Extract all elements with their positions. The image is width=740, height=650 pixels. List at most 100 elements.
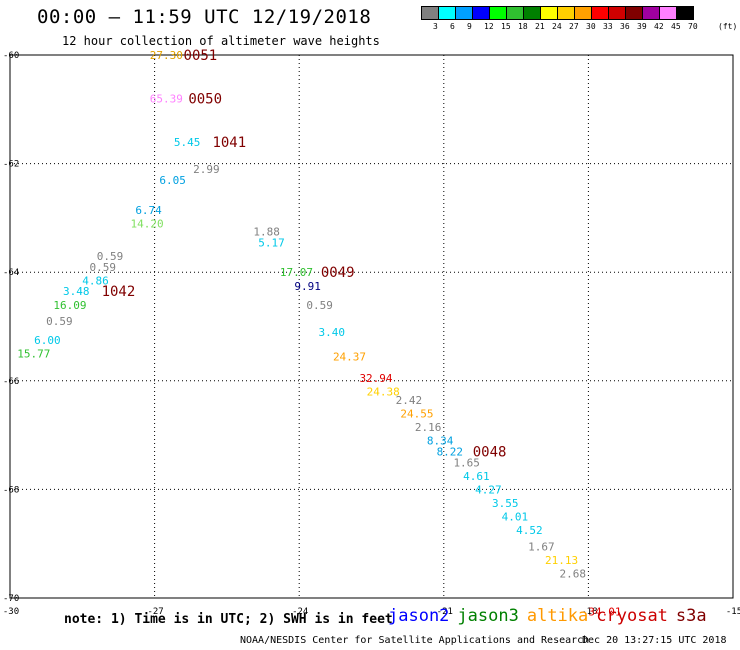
scale-swatch: [523, 6, 541, 20]
chart-title: 00:00 – 11:59 UTC 12/19/2018: [37, 6, 372, 28]
x-tick-label: -24: [292, 607, 308, 617]
pass-time-annotation: 0051: [184, 48, 218, 64]
scale-swatch: [574, 6, 592, 20]
data-label: 3.48: [63, 285, 90, 298]
x-tick-label: -27: [147, 607, 163, 617]
scale-label: 42: [654, 22, 664, 31]
data-label: 6.05: [159, 174, 186, 187]
data-label: 24.55: [400, 407, 433, 420]
y-tick-label: -66: [3, 377, 19, 387]
pass-time-annotation: 0049: [321, 265, 355, 281]
x-tick-label: -30: [3, 607, 19, 617]
scale-swatch: [625, 6, 643, 20]
scale-label: 24: [552, 22, 562, 31]
data-label: 34.01: [588, 606, 621, 619]
data-label: 4.27: [475, 483, 502, 496]
y-tick-label: -62: [3, 160, 19, 170]
data-label: 65.39: [150, 92, 183, 105]
data-label: 2.99: [193, 163, 220, 176]
y-tick-label: -60: [3, 51, 19, 61]
x-tick-label: -18: [581, 607, 597, 617]
data-label: 1.67: [528, 540, 555, 553]
pass-time-annotation: 1041: [212, 135, 246, 151]
scale-swatch: [676, 6, 694, 20]
data-label: 6.74: [135, 204, 162, 217]
legend-cryosat: cryosat: [596, 606, 668, 626]
chart-subtitle: 12 hour collection of altimeter wave hei…: [62, 34, 380, 48]
data-label: 3.40: [318, 326, 345, 339]
data-label: 6.00: [34, 334, 61, 347]
data-label: 32.94: [359, 372, 392, 385]
legend-s3a: s3a: [675, 606, 707, 626]
footer-credit: NOAA/NESDIS Center for Satellite Applica…: [240, 635, 590, 646]
scale-label: 21: [535, 22, 545, 31]
data-label: 9.91: [294, 280, 321, 293]
data-label: 1.65: [453, 456, 480, 469]
data-label: 8.22: [437, 445, 464, 458]
data-label: 5.17: [258, 236, 285, 249]
data-label: 3.55: [492, 497, 519, 510]
scale-swatch: [608, 6, 626, 20]
y-tick-label: -64: [3, 268, 19, 278]
data-label: 24.37: [333, 350, 366, 363]
data-label: 27.30: [150, 49, 183, 62]
scale-swatch: [506, 6, 524, 20]
pass-time-annotation: 0048: [473, 444, 507, 460]
data-label: 21.13: [545, 554, 578, 567]
legend-jason3: jason3: [457, 606, 519, 626]
data-label: 4.86: [82, 274, 109, 287]
pass-time-annotation: 0050: [188, 91, 222, 107]
scale-label: 15: [501, 22, 511, 31]
scale-label: 18: [518, 22, 528, 31]
footer-note: note: 1) Time is in UTC; 2) SWH is in fe…: [64, 612, 393, 627]
data-label: 0.59: [97, 250, 124, 263]
data-label: 5.45: [174, 136, 201, 149]
scale-label: 45: [671, 22, 681, 31]
data-label: 0.59: [46, 315, 73, 328]
footer-timestamp: Dec 20 13:27:15 UTC 2018: [582, 635, 727, 646]
legend-jason2: jason2: [388, 606, 450, 626]
scale-swatch: [557, 6, 575, 20]
data-label: 15.77: [17, 348, 50, 361]
data-label: 4.01: [502, 511, 529, 524]
y-tick-label: -68: [3, 485, 19, 495]
data-label: 0.59: [90, 261, 117, 274]
scale-swatch: [659, 6, 677, 20]
data-label: 17.07: [280, 266, 313, 279]
scale-label: 33: [603, 22, 613, 31]
scale-swatch: [489, 6, 507, 20]
scale-swatch: [421, 6, 439, 20]
y-tick-label: -70: [3, 594, 19, 604]
legend-altika: altika: [526, 606, 589, 626]
data-label: 4.52: [516, 524, 543, 537]
scale-swatch: [591, 6, 609, 20]
data-label: 4.61: [463, 470, 490, 483]
data-label: 2.68: [559, 568, 586, 581]
data-label: 14.20: [131, 217, 164, 230]
scale-swatch: [438, 6, 456, 20]
scale-swatch: [455, 6, 473, 20]
scale-swatch: [540, 6, 558, 20]
data-label: 2.42: [396, 394, 423, 407]
scale-label: 36: [620, 22, 630, 31]
scale-label: 6: [450, 22, 455, 31]
x-tick-label: -15: [726, 607, 740, 617]
scale-label: 30: [586, 22, 596, 31]
scale-swatch: [472, 6, 490, 20]
scale-label: 39: [637, 22, 647, 31]
scale-unit: (ft): [718, 22, 738, 31]
color-scale-legend: [421, 5, 694, 24]
plot-frame: [9, 54, 734, 599]
scale-label: 3: [433, 22, 438, 31]
data-label: 24.38: [367, 386, 400, 399]
data-label: 1.88: [253, 225, 280, 238]
scale-label: 9: [467, 22, 472, 31]
data-label: 2.16: [415, 421, 442, 434]
scale-swatch: [642, 6, 660, 20]
data-label: 16.09: [53, 299, 86, 312]
data-label: 8.34: [427, 435, 454, 448]
satellite-legend: jason2 jason3 altika cryosat s3a: [388, 606, 715, 626]
scale-label: 12: [484, 22, 494, 31]
x-tick-label: -21: [437, 607, 453, 617]
